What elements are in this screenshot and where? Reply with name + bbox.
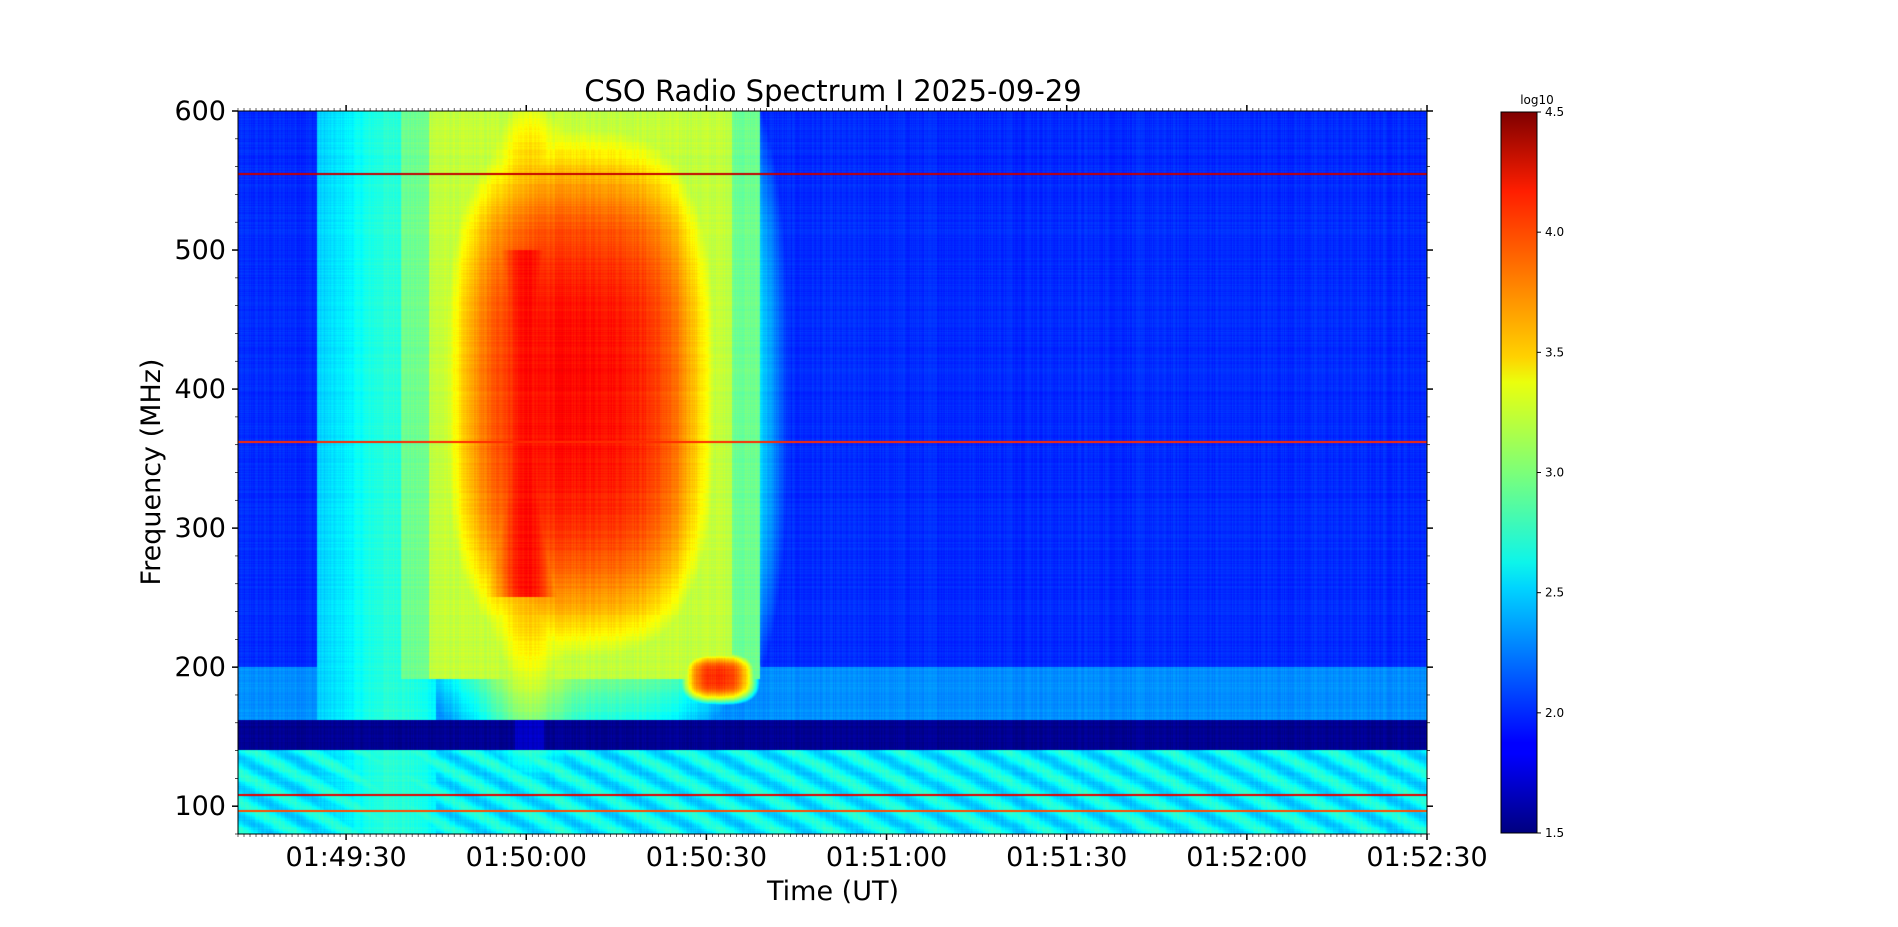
y-tick-label: 200 [174,652,226,683]
y-tick-label: 500 [174,235,226,266]
y-tick-label: 300 [174,513,226,544]
colorbar-tick-label: 3.5 [1545,345,1564,359]
x-axis: 01:49:30 01:50:00 01:50:30 01:51:00 01:51:30… [237,105,1488,873]
colorbar-ticks: 1.5 2.0 2.5 3.0 3.5 4.0 4.5 [1537,105,1564,840]
plot-area [237,110,1428,835]
colorbar-tick-label: 2.0 [1545,706,1564,720]
x-tick-label: 01:49:30 [285,842,406,873]
y-axis-label: Frequency (MHz) [136,359,167,586]
colorbar-tick-label: 1.5 [1545,826,1564,840]
colorbar: log10 1.5 2.0 2.5 3.0 3.5 4.0 4.5 [1500,93,1564,840]
x-tick-label: 01:51:00 [826,842,947,873]
chart-title: CSO Radio Spectrum I 2025-09-29 [584,74,1081,108]
colorbar-tick-label: 4.5 [1545,105,1564,119]
colorbar-tick-label: 2.5 [1545,586,1564,600]
colorbar-tick-label: 4.0 [1545,225,1564,239]
x-tick-label: 01:50:30 [646,842,767,873]
x-tick-label: 01:51:30 [1006,842,1127,873]
x-tick-label: 01:52:00 [1186,842,1307,873]
y-axis: 100 200 300 400 500 600 [174,96,1433,835]
spectrogram-heatmap [238,111,1427,834]
x-tick-label: 01:50:00 [466,842,587,873]
y-tick-label: 400 [174,374,226,405]
y-tick-label: 600 [174,96,226,127]
colorbar-label: log10 [1520,93,1554,107]
y-tick-label: 100 [174,791,226,822]
colorbar-gradient [1500,111,1538,834]
x-tick-label: 01:52:30 [1366,842,1487,873]
colorbar-tick-label: 3.0 [1545,466,1564,480]
x-axis-label: Time (UT) [766,876,899,907]
